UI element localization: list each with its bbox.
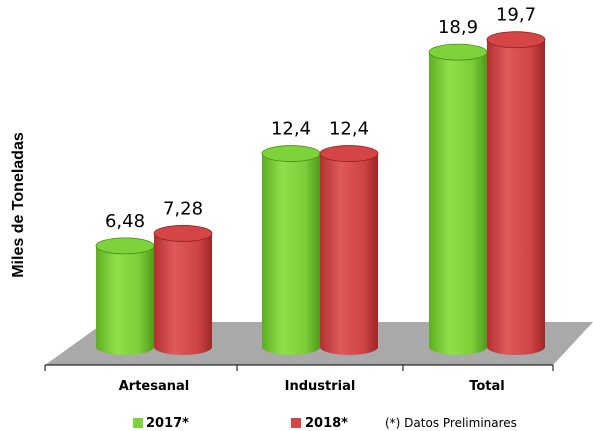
bar-top (486, 31, 546, 49)
bar-2017-industrial (261, 145, 321, 355)
bar-2018-total (486, 31, 546, 356)
bar-2018-artesanal (153, 225, 213, 355)
bar-top (153, 225, 213, 242)
data-label: 12,4 (329, 119, 369, 140)
category-label: Total (469, 379, 505, 394)
legend: 2017* 2018* (*) Datos Preliminares (133, 416, 517, 431)
bars-group (95, 31, 546, 356)
data-label: 12,4 (271, 119, 311, 140)
bar-body (429, 52, 487, 355)
bar-top (95, 237, 155, 255)
bar-top (261, 145, 321, 162)
bar-2018-industrial (319, 145, 379, 355)
legend-swatch-2018 (291, 418, 301, 428)
category-labels-group: Artesanal Industrial Total (119, 379, 505, 394)
data-label: 19,7 (496, 5, 536, 26)
data-labels-group: 6,48 7,28 12,4 12,4 18,9 19,7 (105, 5, 536, 232)
legend-label-2017: 2017* (146, 416, 189, 431)
data-label: 6,48 (105, 211, 145, 232)
bar-top (319, 145, 379, 162)
bar-top (428, 43, 488, 61)
bar-body (154, 233, 212, 355)
bar-2017-artesanal (95, 237, 155, 355)
bar-body (320, 153, 378, 355)
bar-body (487, 39, 545, 356)
data-label: 7,28 (163, 198, 203, 219)
data-label: 18,9 (438, 17, 478, 38)
x-axis-ticks (44, 365, 554, 371)
bar-body (96, 245, 154, 355)
legend-label-2018: 2018* (305, 416, 348, 431)
bar-2017-total (428, 43, 488, 355)
bar-body (262, 153, 320, 355)
y-axis-label: Miles de Toneladas (10, 132, 27, 278)
legend-swatch-2017 (133, 418, 143, 428)
category-label: Industrial (285, 379, 356, 394)
category-label: Artesanal (119, 379, 190, 394)
preliminary-note: (*) Datos Preliminares (385, 416, 517, 430)
